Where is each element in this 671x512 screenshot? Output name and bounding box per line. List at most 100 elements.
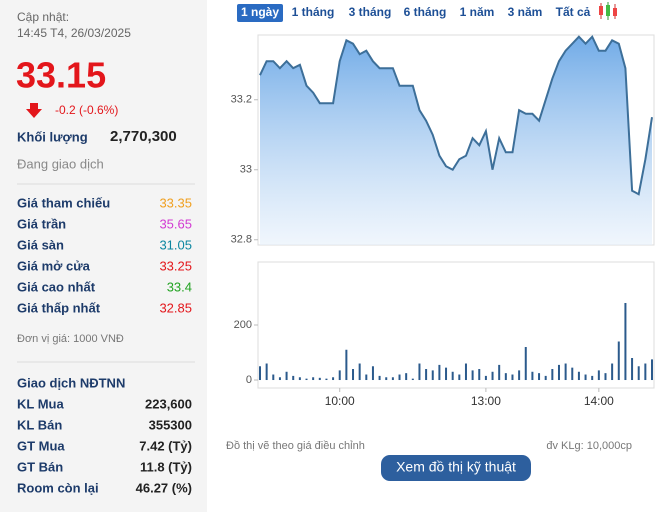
foreign-label: GT Bán bbox=[17, 459, 63, 474]
volume-bar bbox=[624, 302, 627, 381]
volume-label: Khối lượng bbox=[17, 129, 88, 144]
volume-bar bbox=[591, 375, 594, 381]
volume-bar bbox=[325, 378, 328, 381]
stat-label: Giá sàn bbox=[17, 237, 64, 252]
stat-value: 31.05 bbox=[159, 237, 192, 252]
volume-bar bbox=[445, 367, 448, 381]
volume-bar bbox=[484, 375, 487, 381]
foreign-value: 11.8 (Tỷ) bbox=[140, 459, 192, 474]
volume-bar bbox=[544, 375, 547, 381]
technical-chart-button[interactable] bbox=[381, 455, 531, 481]
volume-bar bbox=[391, 377, 394, 381]
volume-bar bbox=[438, 364, 441, 381]
tab-active-bg bbox=[237, 4, 283, 22]
foreign-value: 46.27 (%) bbox=[136, 480, 192, 495]
price-line bbox=[259, 34, 653, 196]
volume-bar bbox=[405, 373, 408, 381]
stat-value: 33.35 bbox=[159, 195, 192, 210]
volume-bar bbox=[265, 363, 268, 381]
left-panel bbox=[0, 0, 207, 512]
volume-bar bbox=[491, 371, 494, 381]
tab[interactable]: Tất cả bbox=[556, 5, 591, 19]
volume-bar bbox=[504, 373, 507, 381]
update-time: 14:45 T4, 26/03/2025 bbox=[17, 26, 131, 40]
volume-bar bbox=[352, 369, 355, 381]
volume-bar bbox=[604, 373, 607, 381]
volume-unit: đv KLg: 10,000cp bbox=[546, 440, 632, 452]
volume-bar bbox=[285, 371, 288, 381]
foreign-value: 355300 bbox=[149, 417, 192, 432]
volume-value: 2,770,300 bbox=[110, 128, 177, 145]
volume-bar bbox=[651, 359, 653, 381]
x-tick-label: 13:00 bbox=[471, 394, 501, 408]
x-tick-label: 14:00 bbox=[584, 394, 614, 408]
plot-frame bbox=[257, 261, 655, 389]
x-tick-label: 10:00 bbox=[325, 394, 355, 408]
y-tick-label: 33.2 bbox=[231, 94, 252, 106]
stat-label: Giá cao nhất bbox=[17, 279, 96, 294]
y-tick-label: 32.8 bbox=[231, 234, 252, 246]
volume-bar bbox=[498, 364, 501, 381]
foreign-value: 7.42 (Tỷ) bbox=[139, 438, 192, 453]
volume-bar bbox=[471, 370, 474, 381]
y-tick-label: 200 bbox=[234, 319, 252, 331]
tab[interactable]: 3 tháng bbox=[349, 5, 392, 19]
update-label: Cập nhật: bbox=[17, 10, 69, 24]
tab[interactable]: 1 tháng bbox=[292, 5, 335, 19]
volume-bar bbox=[272, 374, 275, 381]
volume-bar bbox=[611, 363, 614, 381]
foreign-label: GT Mua bbox=[17, 438, 65, 453]
price: 33.15 bbox=[16, 55, 106, 96]
volume-bar bbox=[644, 363, 647, 381]
volume-bar bbox=[371, 366, 374, 381]
foreign-value: 223,600 bbox=[145, 396, 192, 411]
volume-bar bbox=[305, 378, 308, 381]
tab[interactable]: 3 năm bbox=[508, 5, 543, 19]
tab[interactable]: 1 năm bbox=[460, 5, 495, 19]
y-tick-label: 0 bbox=[246, 374, 252, 386]
volume-bar bbox=[332, 377, 335, 381]
unit-note: Đơn vị giá: 1000 VNĐ bbox=[17, 333, 124, 345]
volume-bar bbox=[478, 369, 481, 381]
volume-bar bbox=[345, 349, 348, 381]
volume-bar bbox=[318, 377, 321, 381]
tab[interactable]: 6 tháng bbox=[404, 5, 447, 19]
volume-bar bbox=[631, 358, 634, 381]
stat-label: Giá trần bbox=[17, 216, 66, 231]
volume-bar bbox=[365, 374, 368, 381]
volume-bar bbox=[418, 363, 421, 381]
down-arrow bbox=[26, 103, 42, 118]
foreign-label: KL Bán bbox=[17, 417, 62, 432]
foreign-label: KL Mua bbox=[17, 396, 64, 411]
volume-bar bbox=[411, 378, 414, 381]
volume-bar bbox=[451, 371, 454, 381]
stat-value: 35.65 bbox=[159, 216, 192, 231]
volume-bar bbox=[564, 363, 567, 381]
tab[interactable]: 1 ngày bbox=[241, 5, 279, 19]
stat-value: 33.4 bbox=[167, 279, 192, 294]
foreign-title: Giao dịch NĐTNN bbox=[17, 375, 125, 390]
candle-icon bbox=[599, 2, 617, 20]
volume-bar bbox=[431, 370, 434, 381]
volume-bar bbox=[298, 377, 301, 381]
volume-bar bbox=[524, 347, 527, 381]
stat-label: Giá tham chiếu bbox=[17, 195, 110, 210]
stat-value: 33.25 bbox=[159, 258, 192, 273]
volume-bar bbox=[518, 370, 521, 381]
volume-bar bbox=[584, 374, 587, 381]
volume-bar bbox=[259, 366, 261, 381]
stat-label: Giá thấp nhất bbox=[17, 300, 101, 315]
volume-bar bbox=[637, 366, 640, 381]
volume-bar bbox=[292, 375, 295, 381]
y-tick-label: 33 bbox=[240, 164, 252, 176]
technical-chart-button-text[interactable]: Xem đồ thị kỹ thuật bbox=[396, 459, 516, 475]
volume-bar bbox=[571, 367, 574, 381]
volume-bar bbox=[464, 363, 467, 381]
chart-note: Đồ thị vẽ theo giá điều chỉnh bbox=[226, 440, 365, 452]
volume-bar bbox=[312, 377, 315, 381]
price-area bbox=[260, 36, 652, 246]
price-change: -0.2 (-0.6%) bbox=[55, 103, 118, 117]
volume-bar bbox=[551, 369, 554, 381]
volume-bar bbox=[398, 374, 401, 381]
